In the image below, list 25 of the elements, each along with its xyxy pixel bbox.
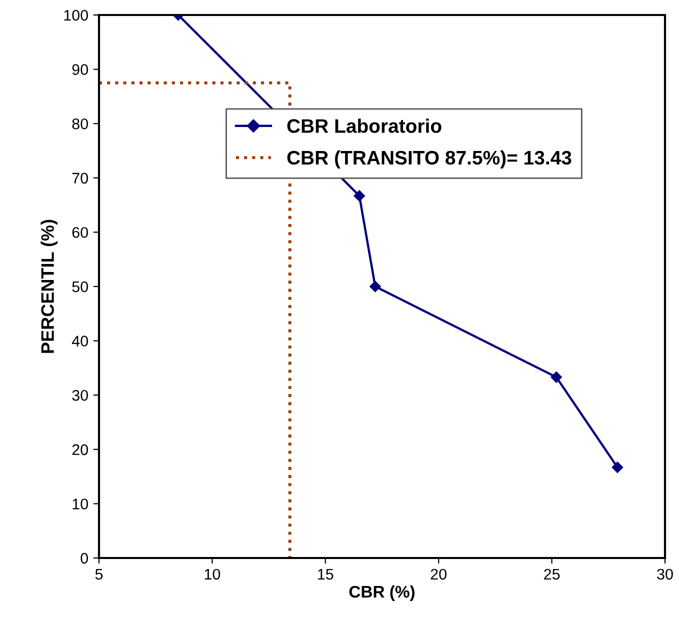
y-tick-label: 70 bbox=[72, 172, 88, 184]
x-tick-label: 10 bbox=[204, 568, 220, 580]
y-tick-label: 20 bbox=[72, 444, 88, 456]
point bbox=[612, 462, 624, 473]
x-tick-label: 30 bbox=[657, 568, 673, 580]
legend-label: CBR Laboratorio bbox=[287, 118, 442, 133]
y-tick-label: 10 bbox=[72, 498, 88, 510]
y-tick-label: 40 bbox=[72, 336, 88, 346]
point bbox=[354, 190, 365, 202]
y-tick-label: 90 bbox=[72, 64, 88, 75]
x-tick-label: 15 bbox=[318, 568, 334, 580]
point bbox=[370, 280, 381, 292]
y-tick-label: 100 bbox=[64, 10, 88, 21]
y-tick-label: 0 bbox=[80, 552, 88, 564]
point bbox=[550, 372, 562, 383]
x-tick-label: 25 bbox=[544, 568, 560, 580]
y-tick-label: 60 bbox=[72, 227, 88, 238]
legend-label: CBR (TRANSITO 87.5%)= 13.43 bbox=[287, 150, 572, 168]
y-tick-label: 80 bbox=[72, 118, 88, 130]
y-tick-label: 50 bbox=[72, 281, 88, 292]
x-axis-title: CBR (%) bbox=[349, 585, 414, 601]
y-tick-label: 30 bbox=[72, 390, 88, 401]
y-axis-title: PERCENTIL (%) bbox=[40, 220, 58, 353]
x-tick-label: 5 bbox=[95, 568, 103, 580]
x-tick-label: 20 bbox=[430, 568, 446, 580]
